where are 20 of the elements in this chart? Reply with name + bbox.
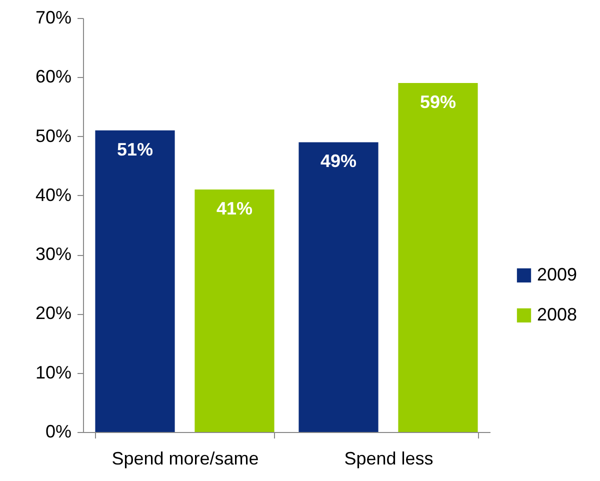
bar [194, 190, 274, 432]
legend-label: 2009 [537, 264, 578, 284]
y-tick-label: 50% [35, 126, 72, 146]
bar [95, 130, 175, 432]
y-tick-label: 0% [45, 422, 72, 442]
data-label: 41% [216, 198, 253, 219]
x-tick-label: Spend more/same [112, 448, 259, 468]
y-tick-label: 60% [35, 66, 72, 87]
y-tick-label: 40% [35, 184, 72, 205]
y-tick-label: 30% [35, 244, 72, 264]
data-label: 51% [116, 139, 154, 160]
y-tick-label: 20% [35, 303, 72, 324]
data-label: 49% [320, 151, 357, 172]
legend-label: 2008 [537, 304, 578, 324]
y-tick-label: 70% [35, 8, 72, 28]
data-label: 59% [420, 92, 456, 112]
x-tick-label: Spend less [344, 448, 434, 468]
bar [398, 83, 478, 432]
bar [298, 142, 378, 432]
y-tick-label: 10% [35, 362, 72, 382]
